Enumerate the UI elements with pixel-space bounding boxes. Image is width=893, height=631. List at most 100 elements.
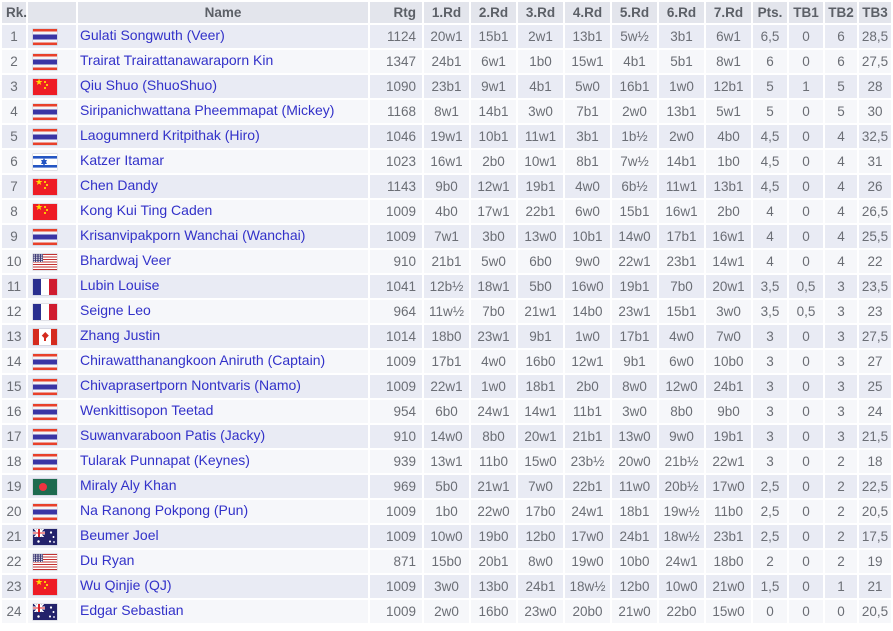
round-5-result-cell: 20w0: [612, 450, 657, 473]
player-name-link[interactable]: Katzer Itamar: [80, 152, 165, 168]
column-header-flag: [28, 2, 76, 23]
player-name-link[interactable]: Tularak Punnapat (Keynes): [80, 452, 250, 468]
flag-cell: [28, 175, 76, 198]
round-4-result-cell: 10b1: [565, 225, 610, 248]
flag-cell: [28, 400, 76, 423]
flag-usa-icon: [33, 253, 57, 270]
round-4-result-cell: 2b0: [565, 375, 610, 398]
name-cell: Wenkittisopon Teetad: [78, 400, 368, 423]
table-row: 12 Seigne Leo 964 11w½ 7b0 21w1 14b0 23w1 15b1 3w…: [2, 300, 891, 323]
round-2-result-cell: 1w0: [471, 375, 516, 398]
rank-cell: 9: [2, 225, 26, 248]
round-3-result-cell: 5b0: [518, 275, 563, 298]
table-row: 10 Bhardwaj Veer 910 21b1 5w0 6b0 9w0 22w1 23b1 1…: [2, 250, 891, 273]
points-cell: 4: [753, 200, 787, 223]
rating-cell: 1143: [370, 175, 422, 198]
round-2-result-cell: 15b1: [471, 25, 516, 48]
round-3-result-cell: 16b0: [518, 350, 563, 373]
flag-cell: [28, 425, 76, 448]
round-2-result-cell: 4w0: [471, 350, 516, 373]
round-4-result-cell: 15w1: [565, 50, 610, 73]
round-1-result-cell: 17b1: [424, 350, 469, 373]
round-1-result-cell: 7w1: [424, 225, 469, 248]
round-1-result-cell: 1b0: [424, 500, 469, 523]
column-header-tb3: TB3: [859, 2, 891, 23]
round-3-result-cell: 14w1: [518, 400, 563, 423]
player-name-link[interactable]: Chen Dandy: [80, 177, 158, 193]
round-7-result-cell: 13b1: [706, 175, 751, 198]
player-name-link[interactable]: Lubin Louise: [80, 277, 160, 293]
player-name-link[interactable]: Trairat Trairattanawaraporn Kin: [80, 52, 274, 68]
points-cell: 4: [753, 225, 787, 248]
player-name-link[interactable]: Zhang Justin: [80, 327, 161, 343]
table-row: 17 Suwanvaraboon Patis (Jacky) 910 14w0 8b0 2…: [2, 425, 891, 448]
round-4-result-cell: 7b1: [565, 100, 610, 123]
player-name-link[interactable]: Wenkittisopon Teetad: [80, 402, 214, 418]
flag-tha-icon: [33, 353, 57, 370]
round-6-result-cell: 23b1: [659, 250, 704, 273]
tb1-cell: 0: [789, 175, 823, 198]
player-name-link[interactable]: Du Ryan: [80, 552, 135, 568]
tb2-cell: 3: [825, 350, 857, 373]
player-name-link[interactable]: Bhardwaj Veer: [80, 252, 172, 268]
round-4-result-cell: 20b0: [565, 600, 610, 623]
table-row: 22 Du Ryan 871 15b0 20b1 8w0 19w0 10b0 24w1 18b0 2…: [2, 550, 891, 573]
tb2-cell: 6: [825, 50, 857, 73]
round-1-result-cell: 23b1: [424, 75, 469, 98]
flag-cell: [28, 250, 76, 273]
round-6-result-cell: 24w1: [659, 550, 704, 573]
player-name-link[interactable]: Wu Qinjie (QJ): [80, 577, 172, 593]
round-4-result-cell: 9w0: [565, 250, 610, 273]
name-cell: Laogumnerd Kritpithak (Hiro): [78, 125, 368, 148]
points-cell: 5: [753, 75, 787, 98]
tb1-cell: 0: [789, 225, 823, 248]
tb3-cell: 28,5: [859, 25, 891, 48]
round-1-result-cell: 3w0: [424, 575, 469, 598]
flag-cell: [28, 375, 76, 398]
player-name-link[interactable]: Kong Kui Ting Caden: [80, 202, 213, 218]
column-header-round-3: 3.Rd: [518, 2, 563, 23]
tb2-cell: 4: [825, 225, 857, 248]
column-header-rating: Rtg: [370, 2, 422, 23]
table-row: 23Wu Qinjie (QJ)10093w013b024b118w½12b01…: [2, 575, 891, 598]
round-1-result-cell: 21b1: [424, 250, 469, 273]
column-header-round-6: 6.Rd: [659, 2, 704, 23]
flag-aus-icon: [33, 528, 57, 545]
player-name-link[interactable]: Beumer Joel: [80, 527, 159, 543]
rank-cell: 12: [2, 300, 26, 323]
tb3-cell: 26: [859, 175, 891, 198]
round-5-result-cell: 22w1: [612, 250, 657, 273]
player-name-link[interactable]: Seigne Leo: [80, 302, 151, 318]
round-2-result-cell: 24w1: [471, 400, 516, 423]
player-name-link[interactable]: Miraly Aly Khan: [80, 477, 177, 493]
player-name-link[interactable]: Laogumnerd Kritpithak (Hiro): [80, 127, 260, 143]
player-name-link[interactable]: Qiu Shuo (ShuoShuo): [80, 77, 217, 93]
table-row: 21 Beumer Joel 1009 10w0 19b0 12b0 17w0 24b1 18w…: [2, 525, 891, 548]
rating-cell: 910: [370, 250, 422, 273]
rank-cell: 18: [2, 450, 26, 473]
name-cell: Bhardwaj Veer: [78, 250, 368, 273]
player-name-link[interactable]: Edgar Sebastian: [80, 602, 184, 618]
round-5-result-cell: 4b1: [612, 50, 657, 73]
round-1-result-cell: 14w0: [424, 425, 469, 448]
player-name-link[interactable]: Siripanichwattana Pheemmapat (Mickey): [80, 102, 335, 118]
player-name-link[interactable]: Chirawatthanangkoon Aniruth (Captain): [80, 352, 326, 368]
player-name-link[interactable]: Chivaprasertporn Nontvaris (Namo): [80, 377, 301, 393]
rank-cell: 15: [2, 375, 26, 398]
flag-fra-icon: [33, 303, 57, 320]
round-4-result-cell: 24w1: [565, 500, 610, 523]
round-5-result-cell: 1b½: [612, 125, 657, 148]
name-cell: Miraly Aly Khan: [78, 475, 368, 498]
rating-cell: 871: [370, 550, 422, 573]
player-name-link[interactable]: Suwanvaraboon Patis (Jacky): [80, 427, 266, 443]
table-row: 9 Krisanvipakporn Wanchai (Wanchai) 1009 7w…: [2, 225, 891, 248]
flag-cell: [28, 150, 76, 173]
round-3-result-cell: 15w0: [518, 450, 563, 473]
player-name-link[interactable]: Gulati Songwuth (Veer): [80, 27, 225, 43]
round-7-result-cell: 4b0: [706, 125, 751, 148]
flag-tha-icon: [33, 228, 57, 245]
player-name-link[interactable]: Krisanvipakporn Wanchai (Wanchai): [80, 227, 306, 243]
flag-aus-icon: [33, 603, 57, 620]
tb3-cell: 32,5: [859, 125, 891, 148]
player-name-link[interactable]: Na Ranong Pokpong (Pun): [80, 502, 249, 518]
